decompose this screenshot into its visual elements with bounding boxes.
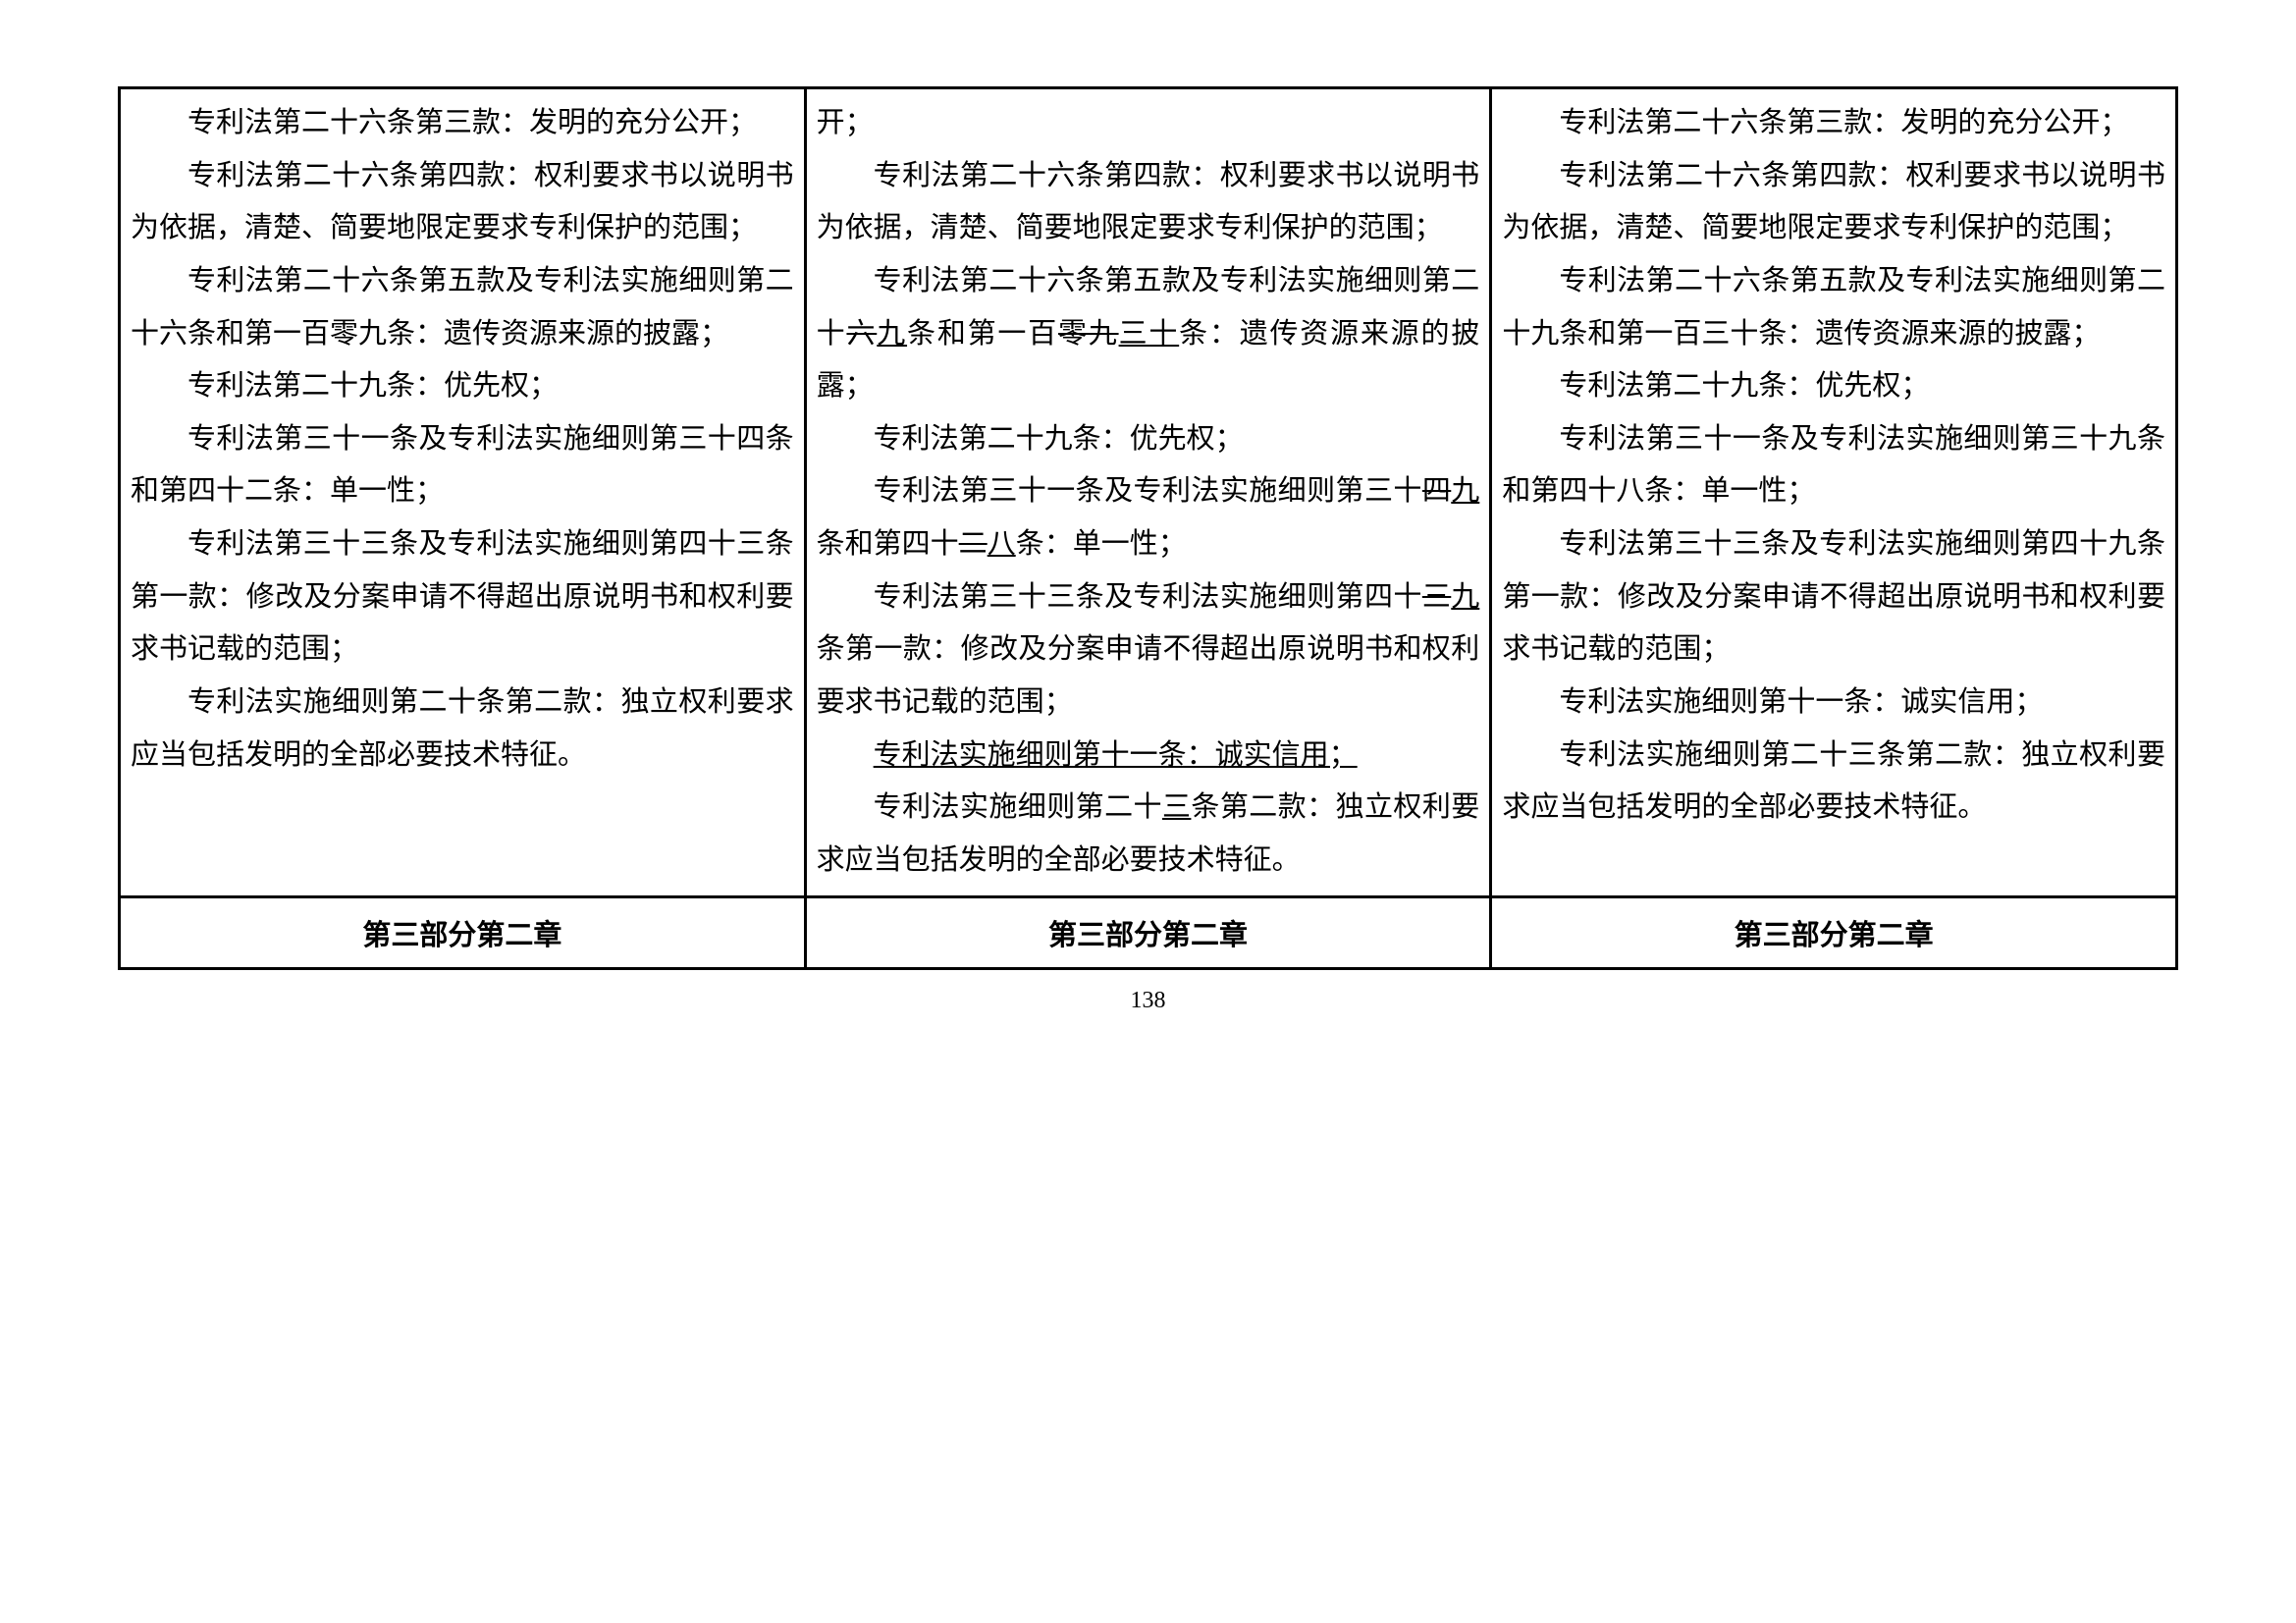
strike-text: 二 (959, 528, 988, 560)
strike-text: 六 (846, 318, 877, 350)
col2-para-4: 专利法第二十九条：优先权； (817, 413, 1480, 466)
section-header-2: 第三部分第二章 (805, 896, 1491, 968)
col1-para-2: 专利法第二十六条第四款：权利要求书以说明书为依据，清楚、简要地限定要求专利保护的… (131, 150, 794, 255)
col3-para-6: 专利法第三十三条及专利法实施细则第四十九条第一款：修改及分案申请不得超出原说明书… (1502, 518, 2165, 676)
col3-para-7: 专利法实施细则第十一条：诚实信用； (1502, 676, 2165, 730)
col1-para-6: 专利法第三十三条及专利法实施细则第四十三条第一款：修改及分案申请不得超出原说明书… (131, 518, 794, 676)
section-header-1: 第三部分第二章 (120, 896, 806, 968)
col3-para-2: 专利法第二十六条第四款：权利要求书以说明书为依据，清楚、简要地限定要求专利保护的… (1502, 150, 2165, 255)
text: 条和第四十 (817, 528, 959, 560)
text: 条和第一百 (907, 318, 1058, 350)
col2-para-2: 专利法第二十六条第四款：权利要求书以说明书为依据，清楚、简要地限定要求专利保护的… (817, 150, 1480, 255)
underline-text: 九 (1451, 475, 1479, 507)
col3-para-4: 专利法第二十九条：优先权； (1502, 360, 2165, 413)
col3-para-5: 专利法第三十一条及专利法实施细则第三十九条和第四十八条：单一性； (1502, 413, 2165, 518)
text: 专利法实施细则第二十 (874, 791, 1162, 823)
col1-para-4: 专利法第二十九条：优先权； (131, 360, 794, 413)
page-number: 138 (118, 988, 2178, 1014)
content-table: 专利法第二十六条第三款：发明的充分公开； 专利法第二十六条第四款：权利要求书以说… (118, 86, 2178, 970)
section-header-row: 第三部分第二章 第三部分第二章 第三部分第二章 (120, 896, 2177, 968)
column-1: 专利法第二十六条第三款：发明的充分公开； 专利法第二十六条第四款：权利要求书以说… (120, 88, 806, 897)
underline-text: 九 (877, 318, 907, 350)
column-2: 开； 专利法第二十六条第四款：权利要求书以说明书为依据，清楚、简要地限定要求专利… (805, 88, 1491, 897)
text: 条：单一性； (1016, 528, 1187, 560)
underline-text: 专利法实施细则第十一条：诚实信用； (874, 739, 1358, 771)
col2-para-5: 专利法第三十一条及专利法实施细则第三十四九条和第四十二八条：单一性； (817, 465, 1480, 570)
col2-para-8: 专利法实施细则第二十三条第二款：独立权利要求应当包括发明的全部必要技术特征。 (817, 782, 1480, 887)
col1-para-7: 专利法实施细则第二十条第二款：独立权利要求应当包括发明的全部必要技术特征。 (131, 676, 794, 782)
underline-text: 三 (1162, 791, 1191, 823)
content-row: 专利法第二十六条第三款：发明的充分公开； 专利法第二十六条第四款：权利要求书以说… (120, 88, 2177, 897)
underline-text: 三十 (1119, 318, 1180, 350)
underline-text: 九 (1451, 581, 1479, 613)
col3-para-8: 专利法实施细则第二十三条第二款：独立权利要求应当包括发明的全部必要技术特征。 (1502, 730, 2165, 835)
col2-para-3: 专利法第二十六条第五款及专利法实施细则第二十六九条和第一百零九三十条：遗传资源来… (817, 255, 1480, 413)
strike-text: 零九 (1058, 318, 1119, 350)
text: 专利法第三十三条及专利法实施细则第四十 (874, 581, 1422, 613)
col3-para-3: 专利法第二十六条第五款及专利法实施细则第二十九条和第一百三十条：遗传资源来源的披… (1502, 255, 2165, 360)
col1-para-1: 专利法第二十六条第三款：发明的充分公开； (131, 97, 794, 150)
column-3: 专利法第二十六条第三款：发明的充分公开； 专利法第二十六条第四款：权利要求书以说… (1491, 88, 2177, 897)
strike-text: 四 (1422, 475, 1451, 507)
document-page: 专利法第二十六条第三款：发明的充分公开； 专利法第二十六条第四款：权利要求书以说… (0, 0, 2296, 1073)
section-header-3: 第三部分第二章 (1491, 896, 2177, 968)
text: 条第一款：修改及分案申请不得超出原说明书和权利要求书记载的范围； (817, 633, 1480, 718)
col2-para-7: 专利法实施细则第十一条：诚实信用； (817, 730, 1480, 783)
col2-para-1: 开； (817, 97, 1480, 150)
col3-para-1: 专利法第二十六条第三款：发明的充分公开； (1502, 97, 2165, 150)
col1-para-5: 专利法第三十一条及专利法实施细则第三十四条和第四十二条：单一性； (131, 413, 794, 518)
col1-para-3: 专利法第二十六条第五款及专利法实施细则第二十六条和第一百零九条：遗传资源来源的披… (131, 255, 794, 360)
text: 专利法第三十一条及专利法实施细则第三十 (874, 475, 1422, 507)
col2-para-6: 专利法第三十三条及专利法实施细则第四十三九条第一款：修改及分案申请不得超出原说明… (817, 571, 1480, 730)
underline-text: 八 (988, 528, 1016, 560)
strike-text: 三 (1422, 581, 1451, 613)
